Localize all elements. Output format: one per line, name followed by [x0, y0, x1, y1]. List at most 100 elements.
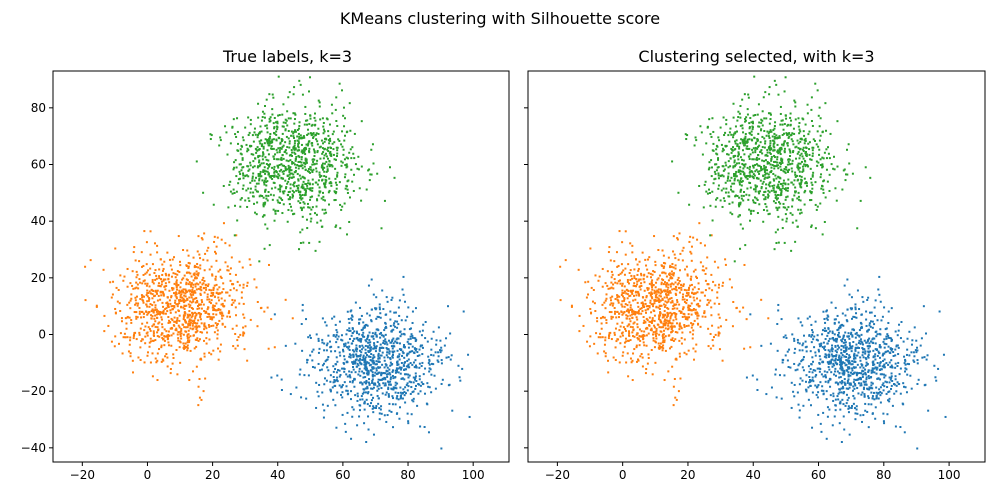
data-point-cluster-2: [318, 105, 321, 108]
data-point-cluster-1: [221, 322, 224, 325]
data-point-cluster-1: [152, 282, 155, 285]
data-point-cluster-1: [180, 329, 183, 332]
data-point-cluster-0: [883, 366, 886, 369]
data-point-cluster-0: [809, 384, 812, 387]
data-point-cluster-2: [261, 215, 264, 218]
data-point-cluster-1: [126, 267, 129, 270]
data-point-cluster-1: [184, 288, 187, 291]
data-point-cluster-0: [344, 430, 347, 433]
data-point-cluster-2: [262, 151, 265, 154]
data-point-cluster-1: [165, 274, 168, 277]
data-point-cluster-1: [718, 302, 721, 305]
data-point-cluster-1: [182, 288, 185, 291]
data-point-cluster-1: [691, 333, 694, 336]
data-point-cluster-1: [193, 266, 196, 269]
data-point-cluster-1: [687, 293, 690, 296]
data-point-cluster-0: [430, 391, 433, 394]
data-point-cluster-0: [363, 388, 366, 391]
data-point-cluster-0: [334, 404, 337, 407]
data-point-cluster-0: [380, 387, 383, 390]
data-point-cluster-2: [293, 112, 296, 115]
data-point-cluster-0: [920, 337, 923, 340]
data-point-cluster-1: [677, 390, 680, 393]
data-point-cluster-1: [603, 343, 606, 346]
data-point-cluster-1: [582, 324, 585, 327]
data-point-cluster-0: [906, 348, 909, 351]
data-point-cluster-1: [146, 354, 149, 357]
data-point-cluster-1: [203, 322, 206, 325]
data-point-cluster-2: [294, 166, 297, 169]
data-point-cluster-1: [706, 298, 709, 301]
data-point-cluster-0: [343, 355, 346, 358]
data-point-cluster-2: [287, 208, 290, 211]
data-point-cluster-0: [899, 426, 902, 428]
data-point-cluster-0: [897, 361, 900, 364]
data-point-cluster-0: [830, 371, 833, 374]
data-point-cluster-1: [639, 307, 642, 310]
data-point-cluster-1: [170, 317, 173, 320]
data-point-cluster-1: [210, 353, 213, 356]
data-point-cluster-2: [269, 135, 272, 138]
data-point-cluster-1: [611, 295, 614, 298]
data-point-cluster-1: [193, 297, 196, 300]
data-point-cluster-0: [327, 356, 330, 359]
data-point-cluster-0: [814, 375, 817, 378]
data-point-cluster-0: [873, 363, 876, 366]
data-point-cluster-0: [394, 311, 397, 314]
data-point-cluster-1: [204, 286, 207, 289]
data-point-cluster-0: [398, 342, 401, 345]
data-point-cluster-2: [273, 175, 276, 178]
data-point-cluster-1: [614, 298, 617, 301]
data-point-cluster-1: [178, 260, 181, 263]
data-point-cluster-0: [868, 328, 870, 331]
data-point-cluster-0: [840, 324, 843, 327]
data-point-cluster-0: [289, 393, 292, 396]
data-point-cluster-1: [132, 371, 135, 374]
data-point-cluster-1: [692, 236, 695, 239]
data-point-cluster-2: [265, 98, 268, 101]
data-point-cluster-0: [844, 341, 847, 344]
data-point-cluster-0: [335, 363, 338, 366]
data-point-cluster-0: [796, 368, 799, 371]
data-point-cluster-1: [675, 289, 678, 292]
data-point-cluster-1: [637, 338, 640, 341]
data-point-cluster-2: [260, 130, 263, 133]
data-point-cluster-1: [627, 330, 630, 333]
data-point-cluster-0: [354, 301, 357, 304]
data-point-cluster-2: [277, 173, 280, 176]
data-point-cluster-1: [157, 312, 160, 315]
data-point-cluster-1: [212, 289, 215, 292]
data-point-cluster-1: [603, 316, 606, 319]
data-point-cluster-2: [278, 151, 281, 154]
data-point-cluster-1: [149, 329, 152, 332]
data-point-cluster-2: [330, 184, 333, 187]
data-point-cluster-0: [854, 306, 857, 309]
data-point-cluster-0: [874, 299, 877, 302]
data-point-cluster-0: [370, 308, 373, 311]
data-point-cluster-0: [411, 310, 414, 313]
data-point-cluster-0: [910, 387, 913, 390]
data-point-cluster-1: [178, 299, 181, 302]
data-point-cluster-1: [697, 282, 700, 285]
data-point-cluster-0: [862, 380, 865, 383]
data-point-cluster-0: [349, 356, 352, 359]
data-point-cluster-0: [334, 384, 337, 387]
data-point-cluster-2: [323, 147, 326, 150]
data-point-cluster-0: [871, 412, 874, 415]
data-point-cluster-0: [391, 350, 394, 353]
data-point-cluster-0: [884, 380, 887, 383]
data-point-cluster-2: [252, 191, 255, 194]
data-point-cluster-1: [242, 332, 245, 335]
data-point-cluster-0: [840, 344, 843, 347]
data-point-cluster-1: [615, 316, 618, 319]
data-point-cluster-2: [259, 175, 262, 178]
data-point-cluster-1: [590, 286, 593, 289]
data-point-cluster-2: [341, 130, 344, 133]
data-point-cluster-0: [364, 361, 367, 364]
data-point-cluster-2: [293, 148, 296, 151]
data-point-cluster-1: [223, 299, 226, 302]
data-point-cluster-0: [867, 395, 870, 398]
data-point-cluster-0: [865, 378, 868, 381]
data-point-cluster-1: [203, 339, 206, 342]
data-point-cluster-0: [364, 391, 367, 394]
